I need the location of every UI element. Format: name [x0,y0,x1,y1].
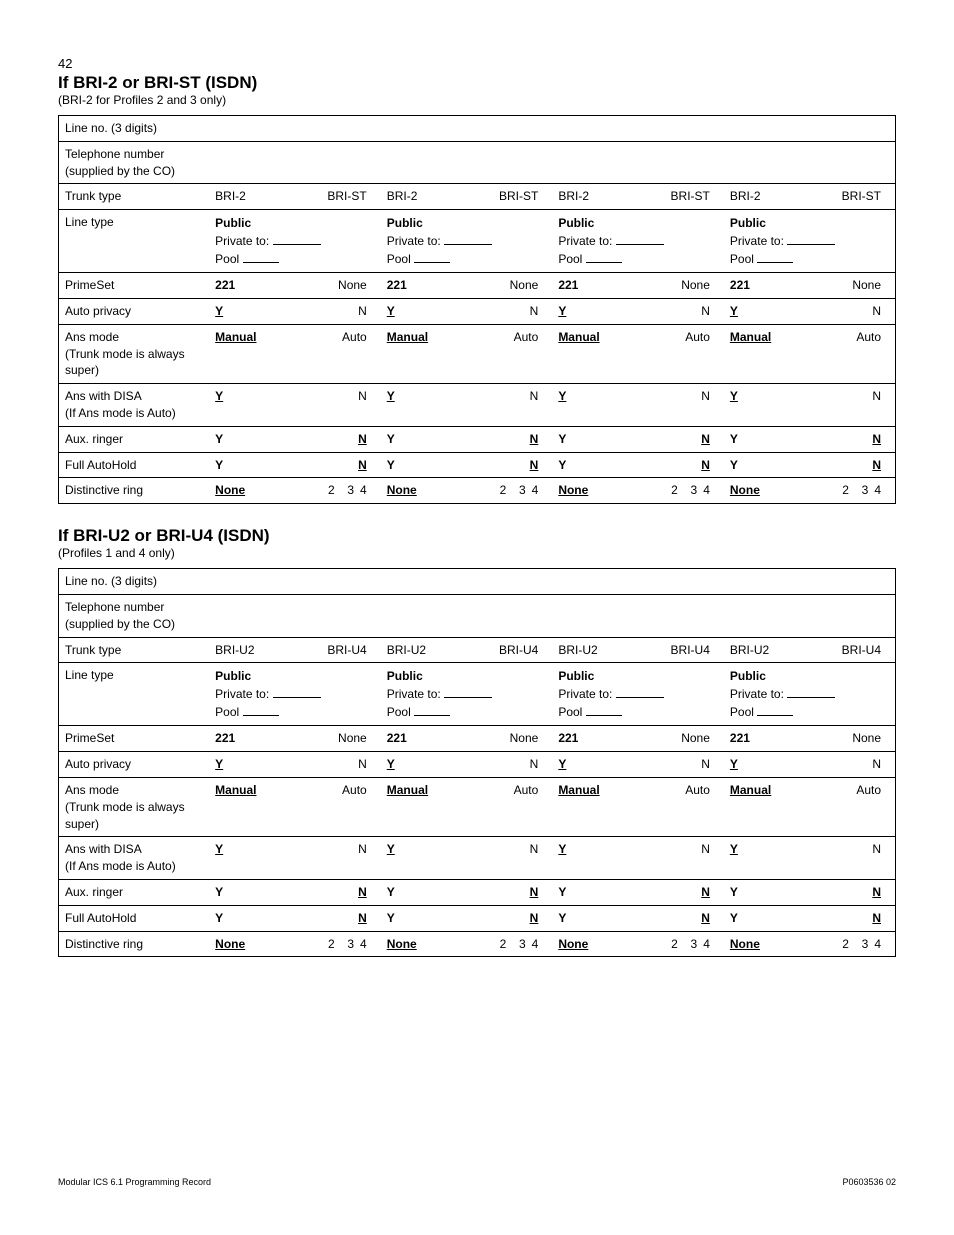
table-row: Ans with DISA(If Ans mode is Auto) YN YN… [59,384,896,427]
row-label: PrimeSet [59,273,210,299]
table-row: Full AutoHold YN YN YN YN [59,452,896,478]
row-label: PrimeSet [59,726,210,752]
table-row: Ans with DISA(If Ans mode is Auto) YN YN… [59,837,896,880]
row-label: Distinctive ring [59,931,210,957]
row-label: Ans mode(Trunk mode is always super) [59,324,210,383]
table-row: Line type PublicPrivate to: Pool PublicP… [59,210,896,273]
table-row: Line type PublicPrivate to: Pool PublicP… [59,663,896,726]
row-label: Aux. ringer [59,426,210,452]
row-label: Full AutoHold [59,905,210,931]
table-row: Distinctive ring None2 34 None2 34 None2… [59,931,896,957]
table-row: Telephone number (supplied by the CO) [59,141,896,184]
section-2-title: If BRI-U2 or BRI-U4 (ISDN) [58,526,896,546]
row-label: Line type [59,210,210,273]
table-row: Line no. (3 digits) [59,569,896,595]
table-row: Aux. ringer YN YN YN YN [59,426,896,452]
row-label: Line no. (3 digits) [59,569,210,595]
table-row: Trunk type BRI-U2BRI-U4 BRI-U2BRI-U4 BRI… [59,637,896,663]
table-2: Line no. (3 digits) Telephone number (su… [58,568,896,957]
row-label: Line no. (3 digits) [59,116,210,142]
section-2-subtitle: (Profiles 1 and 4 only) [58,546,896,560]
row-label: Ans mode(Trunk mode is always super) [59,777,210,836]
table-row: PrimeSet 221None 221None 221None 221None [59,273,896,299]
section-1-title: If BRI-2 or BRI-ST (ISDN) [58,73,896,93]
row-label: Distinctive ring [59,478,210,504]
row-label: Auto privacy [59,298,210,324]
table-row: Ans mode(Trunk mode is always super) Man… [59,777,896,836]
table-row: Aux. ringer YN YN YN YN [59,879,896,905]
row-label: Auto privacy [59,752,210,778]
row-label: Line type [59,663,210,726]
row-label: Ans with DISA(If Ans mode is Auto) [59,837,210,880]
table-row: Distinctive ring None2 34 None2 34 None2… [59,478,896,504]
page-number: 42 [58,56,896,71]
section-1-subtitle: (BRI-2 for Profiles 2 and 3 only) [58,93,896,107]
table-1: Line no. (3 digits) Telephone number (su… [58,115,896,504]
table-row: Auto privacy YN YN YN YN [59,752,896,778]
row-label: Full AutoHold [59,452,210,478]
table-row: Ans mode(Trunk mode is always super) Man… [59,324,896,383]
page-footer: Modular ICS 6.1 Programming Record P0603… [58,1177,896,1187]
row-label: Trunk type [59,184,210,210]
row-label: Ans with DISA(If Ans mode is Auto) [59,384,210,427]
table-row: Line no. (3 digits) [59,116,896,142]
row-label: Trunk type [59,637,210,663]
row-label: Telephone number (supplied by the CO) [59,594,210,637]
footer-left: Modular ICS 6.1 Programming Record [58,1177,211,1187]
table-row: Full AutoHold YN YN YN YN [59,905,896,931]
table-row: Auto privacy YN YN YN YN [59,298,896,324]
row-label: Aux. ringer [59,879,210,905]
row-label: Telephone number (supplied by the CO) [59,141,210,184]
table-row: Trunk type BRI-2BRI-ST BRI-2BRI-ST BRI-2… [59,184,896,210]
footer-right: P0603536 02 [842,1177,896,1187]
table-row: Telephone number (supplied by the CO) [59,594,896,637]
table-row: PrimeSet 221None 221None 221None 221None [59,726,896,752]
